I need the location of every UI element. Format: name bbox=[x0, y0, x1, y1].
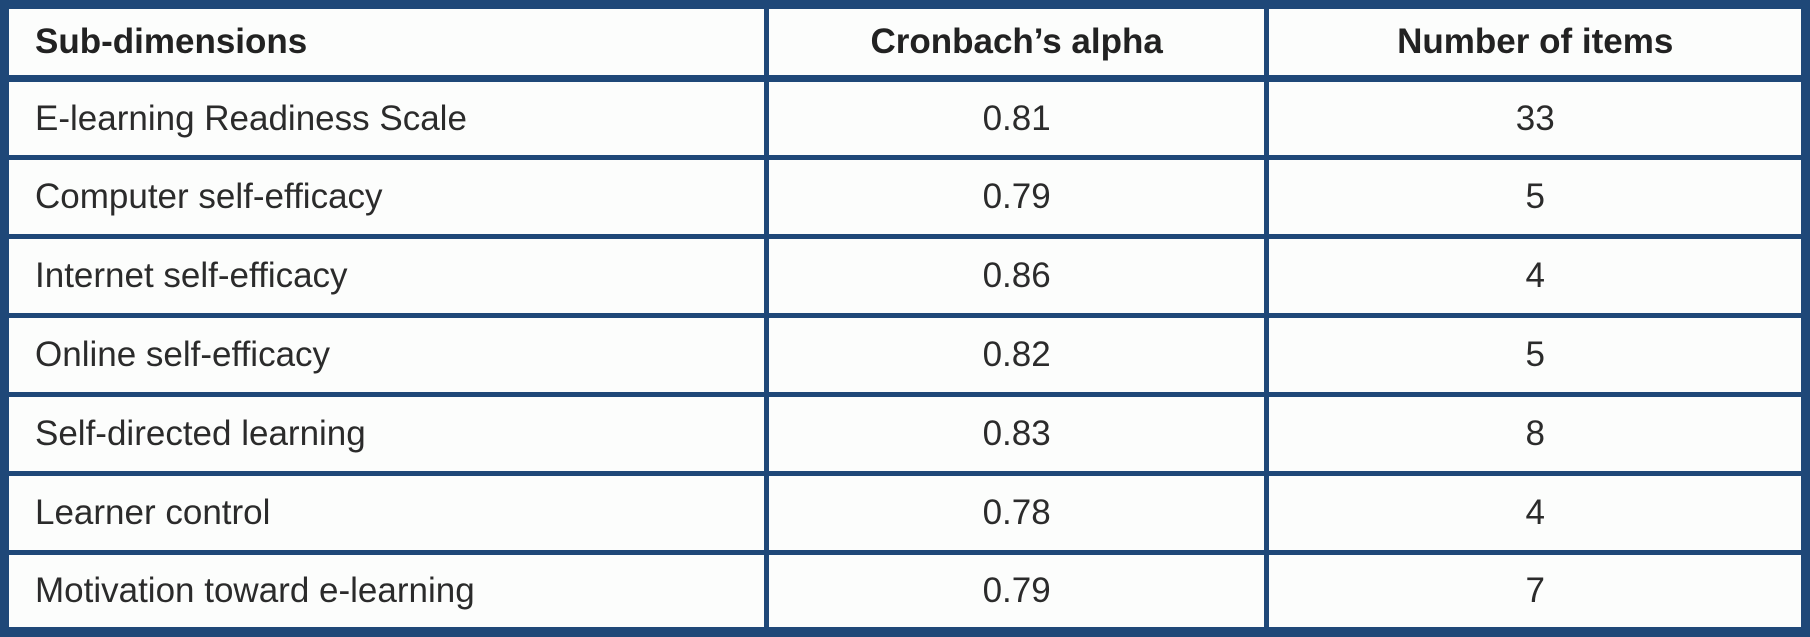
cell-sub-dimension: Self-directed learning bbox=[0, 392, 769, 477]
cell-alpha: 0.82 bbox=[763, 313, 1270, 398]
cell-sub-dimension: Computer self-efficacy bbox=[0, 155, 769, 240]
table-row: Online self-efficacy 0.82 5 bbox=[0, 313, 1810, 398]
cell-sub-dimension: Online self-efficacy bbox=[0, 313, 769, 398]
cell-items: 33 bbox=[1264, 75, 1810, 161]
column-header-number-of-items: Number of items bbox=[1264, 0, 1810, 82]
cell-alpha: 0.86 bbox=[763, 234, 1270, 319]
cell-sub-dimension: Learner control bbox=[0, 471, 769, 556]
cell-alpha: 0.78 bbox=[763, 471, 1270, 556]
cell-items: 8 bbox=[1264, 392, 1810, 477]
cell-sub-dimension: E-learning Readiness Scale bbox=[0, 75, 769, 161]
cell-items: 7 bbox=[1264, 550, 1810, 637]
table-row: Motivation toward e-learning 0.79 7 bbox=[0, 550, 1810, 637]
cell-sub-dimension: Internet self-efficacy bbox=[0, 234, 769, 319]
cell-items: 5 bbox=[1264, 155, 1810, 240]
cell-items: 4 bbox=[1264, 471, 1810, 556]
cell-alpha: 0.83 bbox=[763, 392, 1270, 477]
cell-items: 4 bbox=[1264, 234, 1810, 319]
table-header: Sub-dimensions Cronbach’s alpha Number o… bbox=[0, 0, 1810, 82]
header-row: Sub-dimensions Cronbach’s alpha Number o… bbox=[0, 0, 1810, 82]
cell-items: 5 bbox=[1264, 313, 1810, 398]
table-row: Internet self-efficacy 0.86 4 bbox=[0, 234, 1810, 319]
column-header-cronbachs-alpha: Cronbach’s alpha bbox=[763, 0, 1270, 82]
column-header-sub-dimensions: Sub-dimensions bbox=[0, 0, 769, 82]
cell-sub-dimension: Motivation toward e-learning bbox=[0, 550, 769, 637]
cell-alpha: 0.79 bbox=[763, 550, 1270, 637]
cell-alpha: 0.79 bbox=[763, 155, 1270, 240]
table-body: E-learning Readiness Scale 0.81 33 Compu… bbox=[0, 75, 1810, 637]
table-row: E-learning Readiness Scale 0.81 33 bbox=[0, 75, 1810, 161]
table-row: Self-directed learning 0.83 8 bbox=[0, 392, 1810, 477]
table-row: Computer self-efficacy 0.79 5 bbox=[0, 155, 1810, 240]
table-row: Learner control 0.78 4 bbox=[0, 471, 1810, 556]
cell-alpha: 0.81 bbox=[763, 75, 1270, 161]
